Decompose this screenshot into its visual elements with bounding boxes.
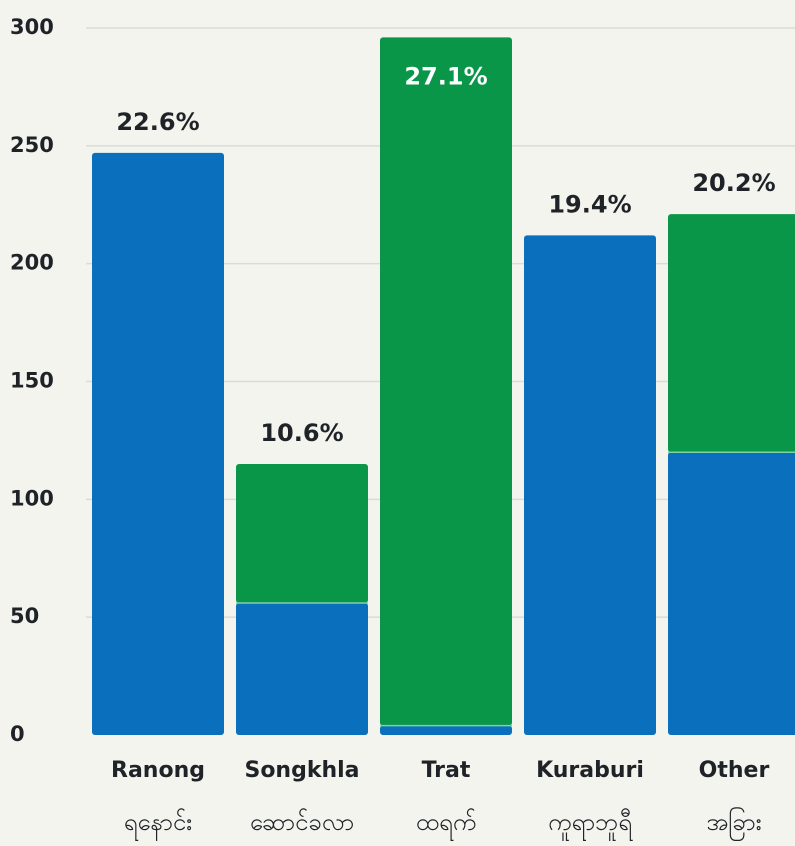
share-label: 22.6% (116, 108, 199, 136)
share-label: 10.6% (260, 419, 343, 447)
bar-segment (380, 37, 512, 726)
x-tick-label: Other (699, 758, 770, 783)
y-tick-label: 150 (10, 369, 54, 393)
bar-segment (236, 603, 368, 735)
y-tick-label: 200 (10, 251, 54, 275)
x-tick-sublabel: ကူရာဘူရီ (548, 807, 633, 841)
y-tick-label: 50 (10, 604, 39, 628)
bar-segment (524, 235, 656, 736)
bar-segment (380, 725, 512, 735)
x-tick-sublabel: ထရက် (416, 807, 476, 841)
x-tick-sublabel: ဆောင်ခလာ (250, 807, 354, 836)
bar-segment (668, 214, 795, 453)
x-tick-label: Songkhla (244, 758, 359, 783)
x-tick-label: Kuraburi (536, 758, 644, 783)
x-tick-label: Trat (422, 758, 471, 783)
y-tick-label: 300 (10, 15, 54, 39)
x-tick-label: Ranong (111, 758, 205, 783)
x-tick-sublabel: အခြား (706, 806, 762, 841)
share-label: 27.1% (404, 62, 487, 90)
bar-segment (92, 152, 224, 736)
share-label: 19.4% (548, 190, 631, 218)
bar-segment (668, 452, 795, 735)
y-tick-label: 250 (10, 133, 54, 157)
share-label: 20.2% (692, 169, 775, 197)
y-tick-label: 100 (10, 486, 54, 510)
x-tick-sublabel: ရနောင်း (124, 807, 193, 841)
bar-segment (236, 463, 368, 604)
y-tick-label: 0 (10, 722, 25, 746)
